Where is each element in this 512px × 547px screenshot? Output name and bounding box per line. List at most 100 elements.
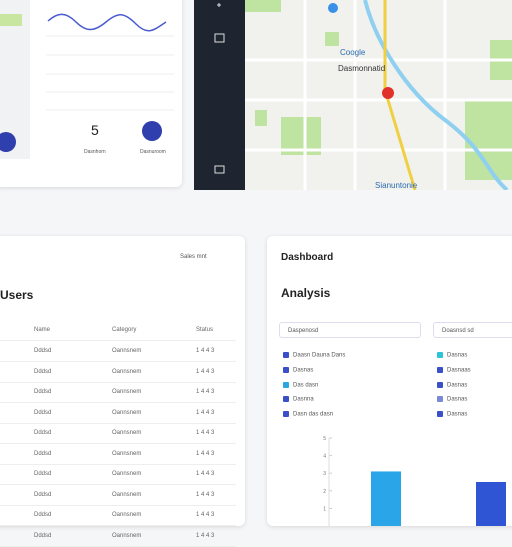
cell: Dddsd (34, 389, 52, 395)
cell: Oannsnem (112, 409, 142, 416)
users-card: Sales mnt Users Name Category Status Dddsd O… (0, 236, 245, 547)
list-item: Dasn das dasn (283, 411, 333, 418)
table-header: Name Category Status (0, 320, 236, 341)
table-row: Dddsd Oannsnem 1 4 4 3 (0, 341, 236, 362)
list-text: Dasnaas (447, 367, 471, 374)
list-item: Dasnas (437, 411, 467, 418)
color-square (437, 411, 443, 418)
label: Dasnuroom (140, 149, 166, 155)
cell: 1 4 4 3 (196, 389, 215, 395)
table-row: Dddsd Oannsnem 1 4 4 3 (0, 403, 236, 424)
y-tick-label: 3 (323, 471, 326, 477)
map-label: Sianuntonie (375, 181, 418, 190)
table-row: Dddsd Oannsnem 1 4 4 3 (0, 423, 236, 444)
cell: Oannsnem (112, 491, 142, 498)
stat-number: 5 (91, 122, 99, 138)
card-title: Analysis (281, 286, 331, 300)
cell: 1 4 4 3 (196, 368, 215, 375)
list-text: Dasnas (447, 396, 468, 403)
bar (476, 482, 506, 526)
label: Dasnhorn (84, 149, 106, 155)
cell: Oannsnem (112, 389, 142, 395)
list-text: Dasnna (293, 396, 314, 403)
list-text: Dasnas (293, 367, 314, 374)
list-item: Das dasn (283, 381, 318, 388)
list-item: Dasnas (437, 352, 467, 359)
line-chart (0, 0, 174, 159)
cell: 1 4 4 3 (196, 471, 215, 477)
button[interactable] (142, 121, 162, 141)
list-item: Dasnas (437, 381, 468, 389)
button[interactable] (0, 132, 16, 152)
table-row: Dddsd Oannsnem 1 4 4 3 (0, 362, 236, 383)
y-tick-label: 1 (323, 506, 326, 512)
table-row: Dddsd Oannsnem 1 4 4 3 (0, 382, 236, 403)
add-icon[interactable] (217, 3, 221, 7)
map: Coogle Dasmonnatid Sianuntonie (245, 0, 512, 190)
y-tick-label: 4 (323, 454, 326, 460)
line (47, 13, 167, 32)
cell: Dddsd (34, 532, 52, 539)
cell: 1 4 4 3 (196, 409, 215, 416)
cell: Oannsnem (112, 368, 142, 375)
pin (328, 3, 338, 13)
color-square (437, 366, 443, 373)
cell: 1 4 4 3 (196, 491, 215, 498)
cell: Oannsnem (112, 450, 142, 457)
input[interactable]: Doasnsd sd (433, 322, 512, 338)
color-square (283, 366, 289, 373)
sidebar (194, 0, 245, 190)
cell: Oannsnem (112, 512, 142, 518)
cell: Dddsd (34, 430, 52, 436)
analysis-card: Dashboard Analysis Daspenosd Doasnsd sd … (267, 236, 512, 526)
list-text: Dasnas (447, 382, 468, 389)
bar (371, 471, 401, 526)
color-square (283, 411, 289, 418)
color-square (283, 381, 289, 388)
cell: 1 4 4 3 (196, 532, 215, 539)
list-text: Dasn das dasn (293, 411, 334, 418)
table-row: Dddsd Oannsnem 1 4 4 3 (0, 485, 236, 506)
column-header: Name (34, 327, 51, 333)
tag (0, 14, 22, 26)
cell: Oannsnem (112, 348, 142, 354)
grid (46, 35, 174, 111)
cell: 1 4 4 3 (196, 348, 215, 354)
cell: Oannsnem (112, 471, 142, 477)
list-text: Dasnas (447, 352, 468, 359)
table-row: Dddsd Oannsnem 1 4 4 3 (0, 505, 236, 526)
cell: 1 4 4 3 (196, 512, 215, 518)
column-header: Status (196, 327, 214, 333)
dropdown[interactable]: Sales mnt (180, 254, 207, 260)
list-item: Dasnaas (437, 366, 471, 374)
cell: 1 4 4 3 (196, 450, 215, 457)
list-item: Daasn Dauna Dans (283, 352, 345, 359)
river (363, 0, 509, 190)
cell: Dddsd (34, 368, 52, 375)
list-item: Dasnas (283, 366, 314, 374)
color-square (437, 352, 443, 358)
table-row: Dddsd Oannsnem 1 4 4 3 (0, 526, 236, 547)
roads (245, 0, 512, 190)
table-row: Dddsd Oannsnem 1 4 4 3 (0, 464, 236, 485)
table-row: Dddsd Oannsnem 1 4 4 3 (0, 444, 236, 465)
color-square (437, 396, 443, 403)
pin (382, 87, 394, 99)
icon[interactable] (214, 33, 225, 43)
cell: Dddsd (34, 409, 52, 416)
y-tick-label: 2 (323, 489, 326, 495)
stats-card: 5 Dasnhorn Dasnuroom (0, 0, 182, 187)
color-square (283, 396, 289, 403)
color-square (283, 352, 289, 358)
icon[interactable] (214, 165, 225, 174)
cell: Oannsnem (112, 430, 142, 436)
list-text: Daasn Dauna Dans (293, 352, 346, 359)
heading: Dashboard (281, 252, 334, 263)
cell: Dddsd (34, 348, 52, 354)
cell: Dddsd (34, 491, 52, 498)
input[interactable]: Daspenosd (279, 322, 421, 338)
list-item: Dasnas (437, 396, 467, 403)
column-header: Category (112, 327, 137, 333)
cell: 1 4 4 3 (196, 430, 215, 436)
